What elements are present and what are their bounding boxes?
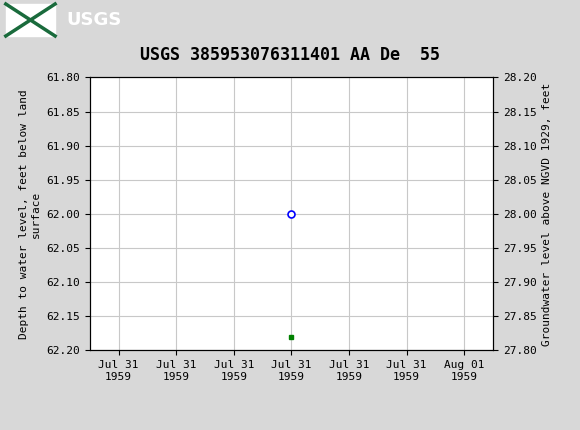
Bar bbox=[6, 4, 55, 36]
Text: USGS: USGS bbox=[67, 11, 122, 29]
Text: USGS 385953076311401 AA De  55: USGS 385953076311401 AA De 55 bbox=[140, 46, 440, 64]
Y-axis label: Groundwater level above NGVD 1929, feet: Groundwater level above NGVD 1929, feet bbox=[542, 82, 552, 346]
Y-axis label: Depth to water level, feet below land
surface: Depth to water level, feet below land su… bbox=[19, 89, 41, 339]
